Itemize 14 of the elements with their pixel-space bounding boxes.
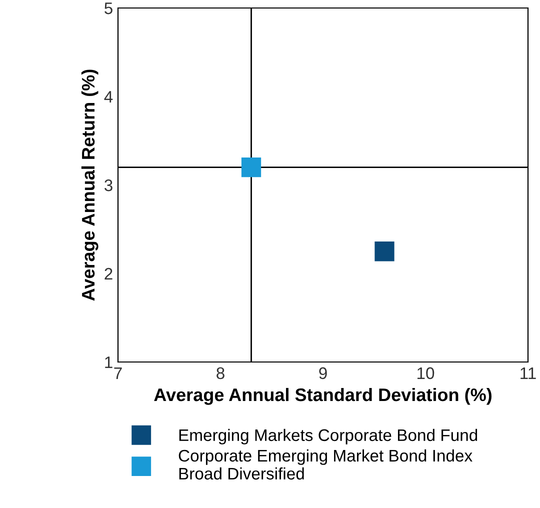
x-tick-label: 8 xyxy=(216,367,224,380)
x-tick-label: 7 xyxy=(114,367,122,379)
y-axis-title: Average Annual Return (%) xyxy=(81,70,98,301)
x-tick-label: 9 xyxy=(319,367,327,380)
y-tick-label: 1 xyxy=(105,356,112,368)
y-tick-label: 5 xyxy=(104,2,112,14)
legend-label: Emerging Markets Corporate Bond Fund xyxy=(179,428,478,444)
y-tick-label: 2 xyxy=(104,268,112,280)
x-tick-label: 11 xyxy=(520,367,536,379)
legend-label: Corporate Emerging Market Bond Index Broad Diversified xyxy=(178,449,472,480)
y-tick-label: 4 xyxy=(104,91,113,103)
y-tick-label: 3 xyxy=(104,179,112,192)
x-axis-title: Average Annual Standard Deviation (%) xyxy=(154,388,492,405)
x-tick-label: 10 xyxy=(418,367,434,380)
